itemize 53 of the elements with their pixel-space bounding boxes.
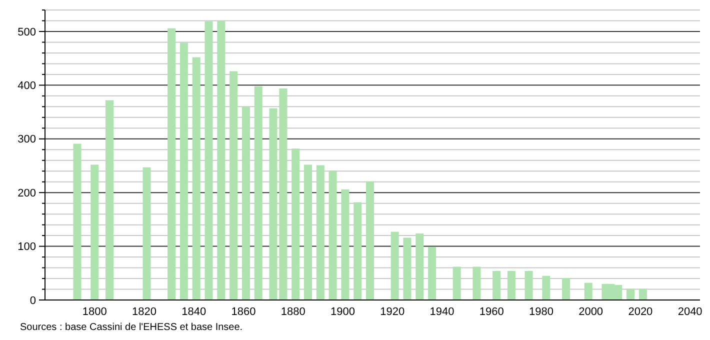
- bar: [106, 100, 114, 300]
- bar: [416, 233, 424, 300]
- bar: [562, 278, 570, 300]
- bar: [217, 20, 226, 300]
- bar: [90, 164, 99, 300]
- x-tick-label: 1960: [479, 306, 504, 318]
- x-tick-label: 2040: [678, 306, 702, 318]
- x-tick-label: 1840: [182, 306, 206, 318]
- y-tick-label: 200: [18, 187, 36, 200]
- source-note: Sources : base Cassini de l'EHESS et base Insee.: [20, 322, 243, 333]
- bar: [242, 106, 250, 300]
- bar: [142, 167, 151, 300]
- bar: [292, 148, 300, 300]
- bar: [341, 189, 350, 300]
- x-tick-label: 1800: [82, 306, 107, 318]
- x-tick-label: 1820: [132, 306, 156, 318]
- bar: [354, 202, 362, 300]
- x-tick-label: 2000: [578, 306, 604, 318]
- bar: [180, 42, 188, 300]
- bar: [73, 144, 82, 300]
- bar: [403, 238, 412, 300]
- bar: [626, 288, 635, 300]
- bar: [366, 181, 374, 300]
- bar: [524, 271, 533, 300]
- bar: [328, 170, 337, 300]
- bar: [230, 71, 238, 300]
- x-tick-label: 2020: [628, 306, 653, 318]
- bar: [452, 266, 461, 300]
- bar: [254, 86, 262, 300]
- bar: [428, 246, 436, 300]
- bar: [638, 288, 647, 300]
- bar: [507, 271, 516, 300]
- bar: [492, 271, 501, 300]
- x-tick-label: 1900: [330, 306, 355, 318]
- x-tick-label: 1940: [430, 306, 454, 318]
- y-tick-label: 500: [18, 26, 36, 38]
- x-tick-label: 1980: [528, 306, 554, 318]
- x-tick-label: 1880: [280, 306, 306, 318]
- x-tick-label: 1860: [231, 306, 256, 318]
- x-tick-label: 1920: [380, 306, 405, 318]
- bar: [304, 164, 312, 300]
- bar: [204, 21, 213, 300]
- y-tick-label: 100: [18, 241, 36, 254]
- bar: [584, 282, 592, 300]
- y-tick-label: 0: [30, 294, 36, 307]
- bar: [192, 57, 200, 300]
- y-tick-label: 400: [18, 80, 36, 92]
- y-tick-label: 300: [18, 134, 36, 146]
- bar: [542, 276, 550, 300]
- bar: [168, 28, 176, 300]
- bar: [472, 266, 481, 300]
- bar: [316, 165, 324, 300]
- bar: [390, 232, 399, 300]
